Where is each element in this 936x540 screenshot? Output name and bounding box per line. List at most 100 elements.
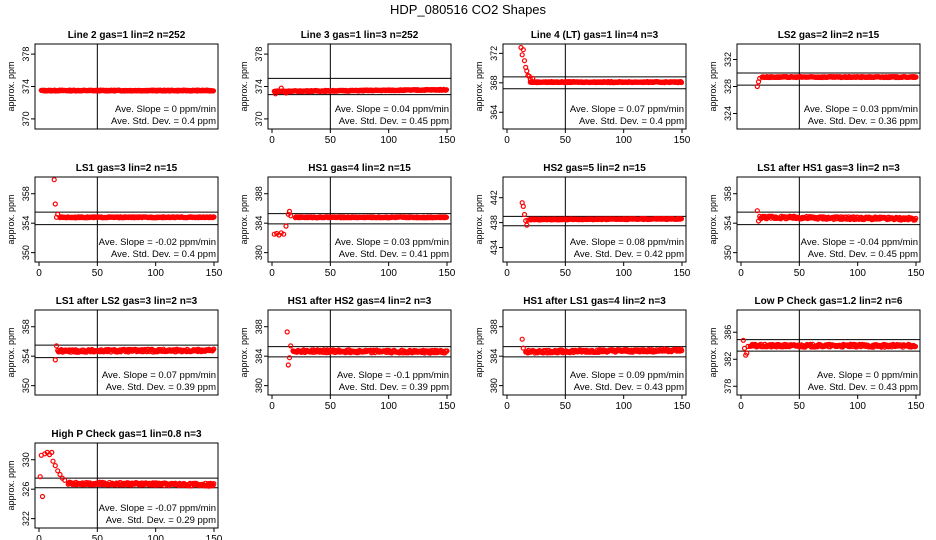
x-tick-label: 150 [908,268,925,279]
y-tick-label: 380 [489,378,499,393]
plot-frame [34,176,219,263]
std-annotation: Ave. Std. Dev. = 0.29 ppm [106,515,216,526]
x-tick-label: 0 [504,401,510,412]
y-axis-label: approx. ppm [239,194,249,244]
data-point [678,79,685,86]
y-tick-label: 434 [489,240,499,255]
x-tick-label: 150 [674,135,691,146]
chart-panel: HS2 gas=5 lin=2 n=15 434 438 442 approx. ppm… [474,163,691,279]
data-point [757,75,763,82]
data-point [55,211,61,217]
chart-panel: Low P Check gas=1.2 lin=2 n=6 378 382 386 ap… [708,296,925,412]
std-annotation: Ave. Std. Dev. = 0.4 ppm [579,116,684,127]
std-annotation: Ave. Std. Dev. = 0.43 ppm [808,382,918,393]
x-tick-label: 100 [380,268,397,279]
y-tick-label: 370 [21,111,31,126]
data-point [740,337,746,343]
panel-title: LS1 after LS2 gas=3 lin=2 n=3 [56,296,198,307]
chart-panel: HS1 after HS2 gas=4 lin=2 n=3 380 384 388 ap… [239,296,456,412]
y-axis-label: approx. ppm [239,61,249,111]
data-point [284,329,290,335]
data-points [754,73,919,90]
x-tick-label: 150 [439,135,456,146]
y-tick-label: 378 [723,379,733,394]
y-tick-label: 354 [723,216,733,231]
x-tick-label: 100 [615,268,632,279]
data-point [286,208,293,214]
x-tick-label: 150 [206,268,223,279]
data-point [283,223,289,229]
x-tick-label: 100 [849,268,866,279]
y-tick-label: 364 [489,105,499,120]
chart-panel: High P Check gas=1 lin=0.8 n=3 322 326 330 a… [6,429,223,540]
data-point [521,211,528,218]
y-tick-label: 378 [21,47,31,62]
slope-annotation: Ave. Slope = 0.09 ppm/min [570,370,684,381]
y-tick-label: 386 [723,325,733,340]
x-tick-label: 50 [794,401,806,412]
data-point [55,468,61,474]
y-tick-label: 438 [489,215,499,230]
data-point [527,76,533,82]
data-point [913,215,919,221]
data-point [520,345,526,351]
y-tick-label: 358 [723,186,733,201]
y-tick-label: 354 [21,216,31,231]
slope-annotation: Ave. Slope = 0 ppm/min [817,370,918,381]
std-annotation: Ave. Std. Dev. = 0.36 ppm [808,116,918,127]
data-points [740,337,919,358]
panel-title: HS1 after HS2 gas=4 lin=2 n=3 [288,296,432,307]
slope-annotation: Ave. Slope = 0.08 ppm/min [570,237,684,248]
data-point [521,58,528,64]
x-tick-label: 0 [738,401,744,412]
panel-title: Low P Check gas=1.2 lin=2 n=6 [755,296,903,307]
y-axis-label: approx. ppm [6,61,16,111]
chart-panel: Line 3 gas=1 lin=3 n=252 370 374 378 approx.… [239,30,456,146]
data-point [278,85,284,91]
x-tick-label: 150 [439,401,456,412]
data-point [679,348,685,354]
plot-frame [502,43,687,130]
data-point [271,231,277,237]
data-point [37,474,43,480]
y-tick-label: 324 [723,106,733,121]
x-tick-label: 150 [674,268,691,279]
panel-title: HS1 after LS1 gas=4 lin=2 n=3 [523,296,666,307]
std-annotation: Ave. Std. Dev. = 0.43 ppm [574,382,684,393]
data-points [284,329,450,368]
x-tick-label: 100 [147,534,164,540]
plot-frame [736,309,921,396]
slope-annotation: Ave. Slope = -0.07 ppm/min [99,503,216,514]
data-point [912,343,919,350]
data-point [62,477,68,483]
y-axis-label: approx. ppm [708,194,718,244]
data-point [39,493,46,500]
slope-annotation: Ave. Slope = 0.03 ppm/min [335,237,449,248]
std-annotation: Ave. Std. Dev. = 0.42 ppm [574,249,684,260]
y-tick-label: 384 [254,349,264,364]
panel-title: HS1 gas=4 lin=2 n=15 [308,163,411,174]
y-tick-label: 374 [21,79,31,94]
x-tick-label: 50 [560,268,572,279]
y-axis-label: approx. ppm [6,327,16,377]
x-tick-label: 0 [504,268,510,279]
data-point [50,458,56,464]
plot-frame [502,176,687,263]
y-tick-label: 382 [723,352,733,367]
y-tick-label: 358 [21,319,31,334]
y-tick-label: 354 [21,349,31,364]
chart-panel: LS1 after HS1 gas=3 lin=2 n=3 350 354 358 ap… [708,163,925,279]
data-point [211,346,217,352]
std-annotation: Ave. Std. Dev. = 0.4 ppm [111,116,216,127]
data-point [286,355,293,361]
data-point [288,213,294,219]
plot-frame [502,309,687,396]
x-tick-label: 150 [674,401,691,412]
data-point [444,348,450,354]
data-point [524,222,530,228]
x-tick-label: 0 [269,401,275,412]
plot-frame [267,176,452,263]
data-point [913,74,919,80]
data-point [744,350,750,356]
